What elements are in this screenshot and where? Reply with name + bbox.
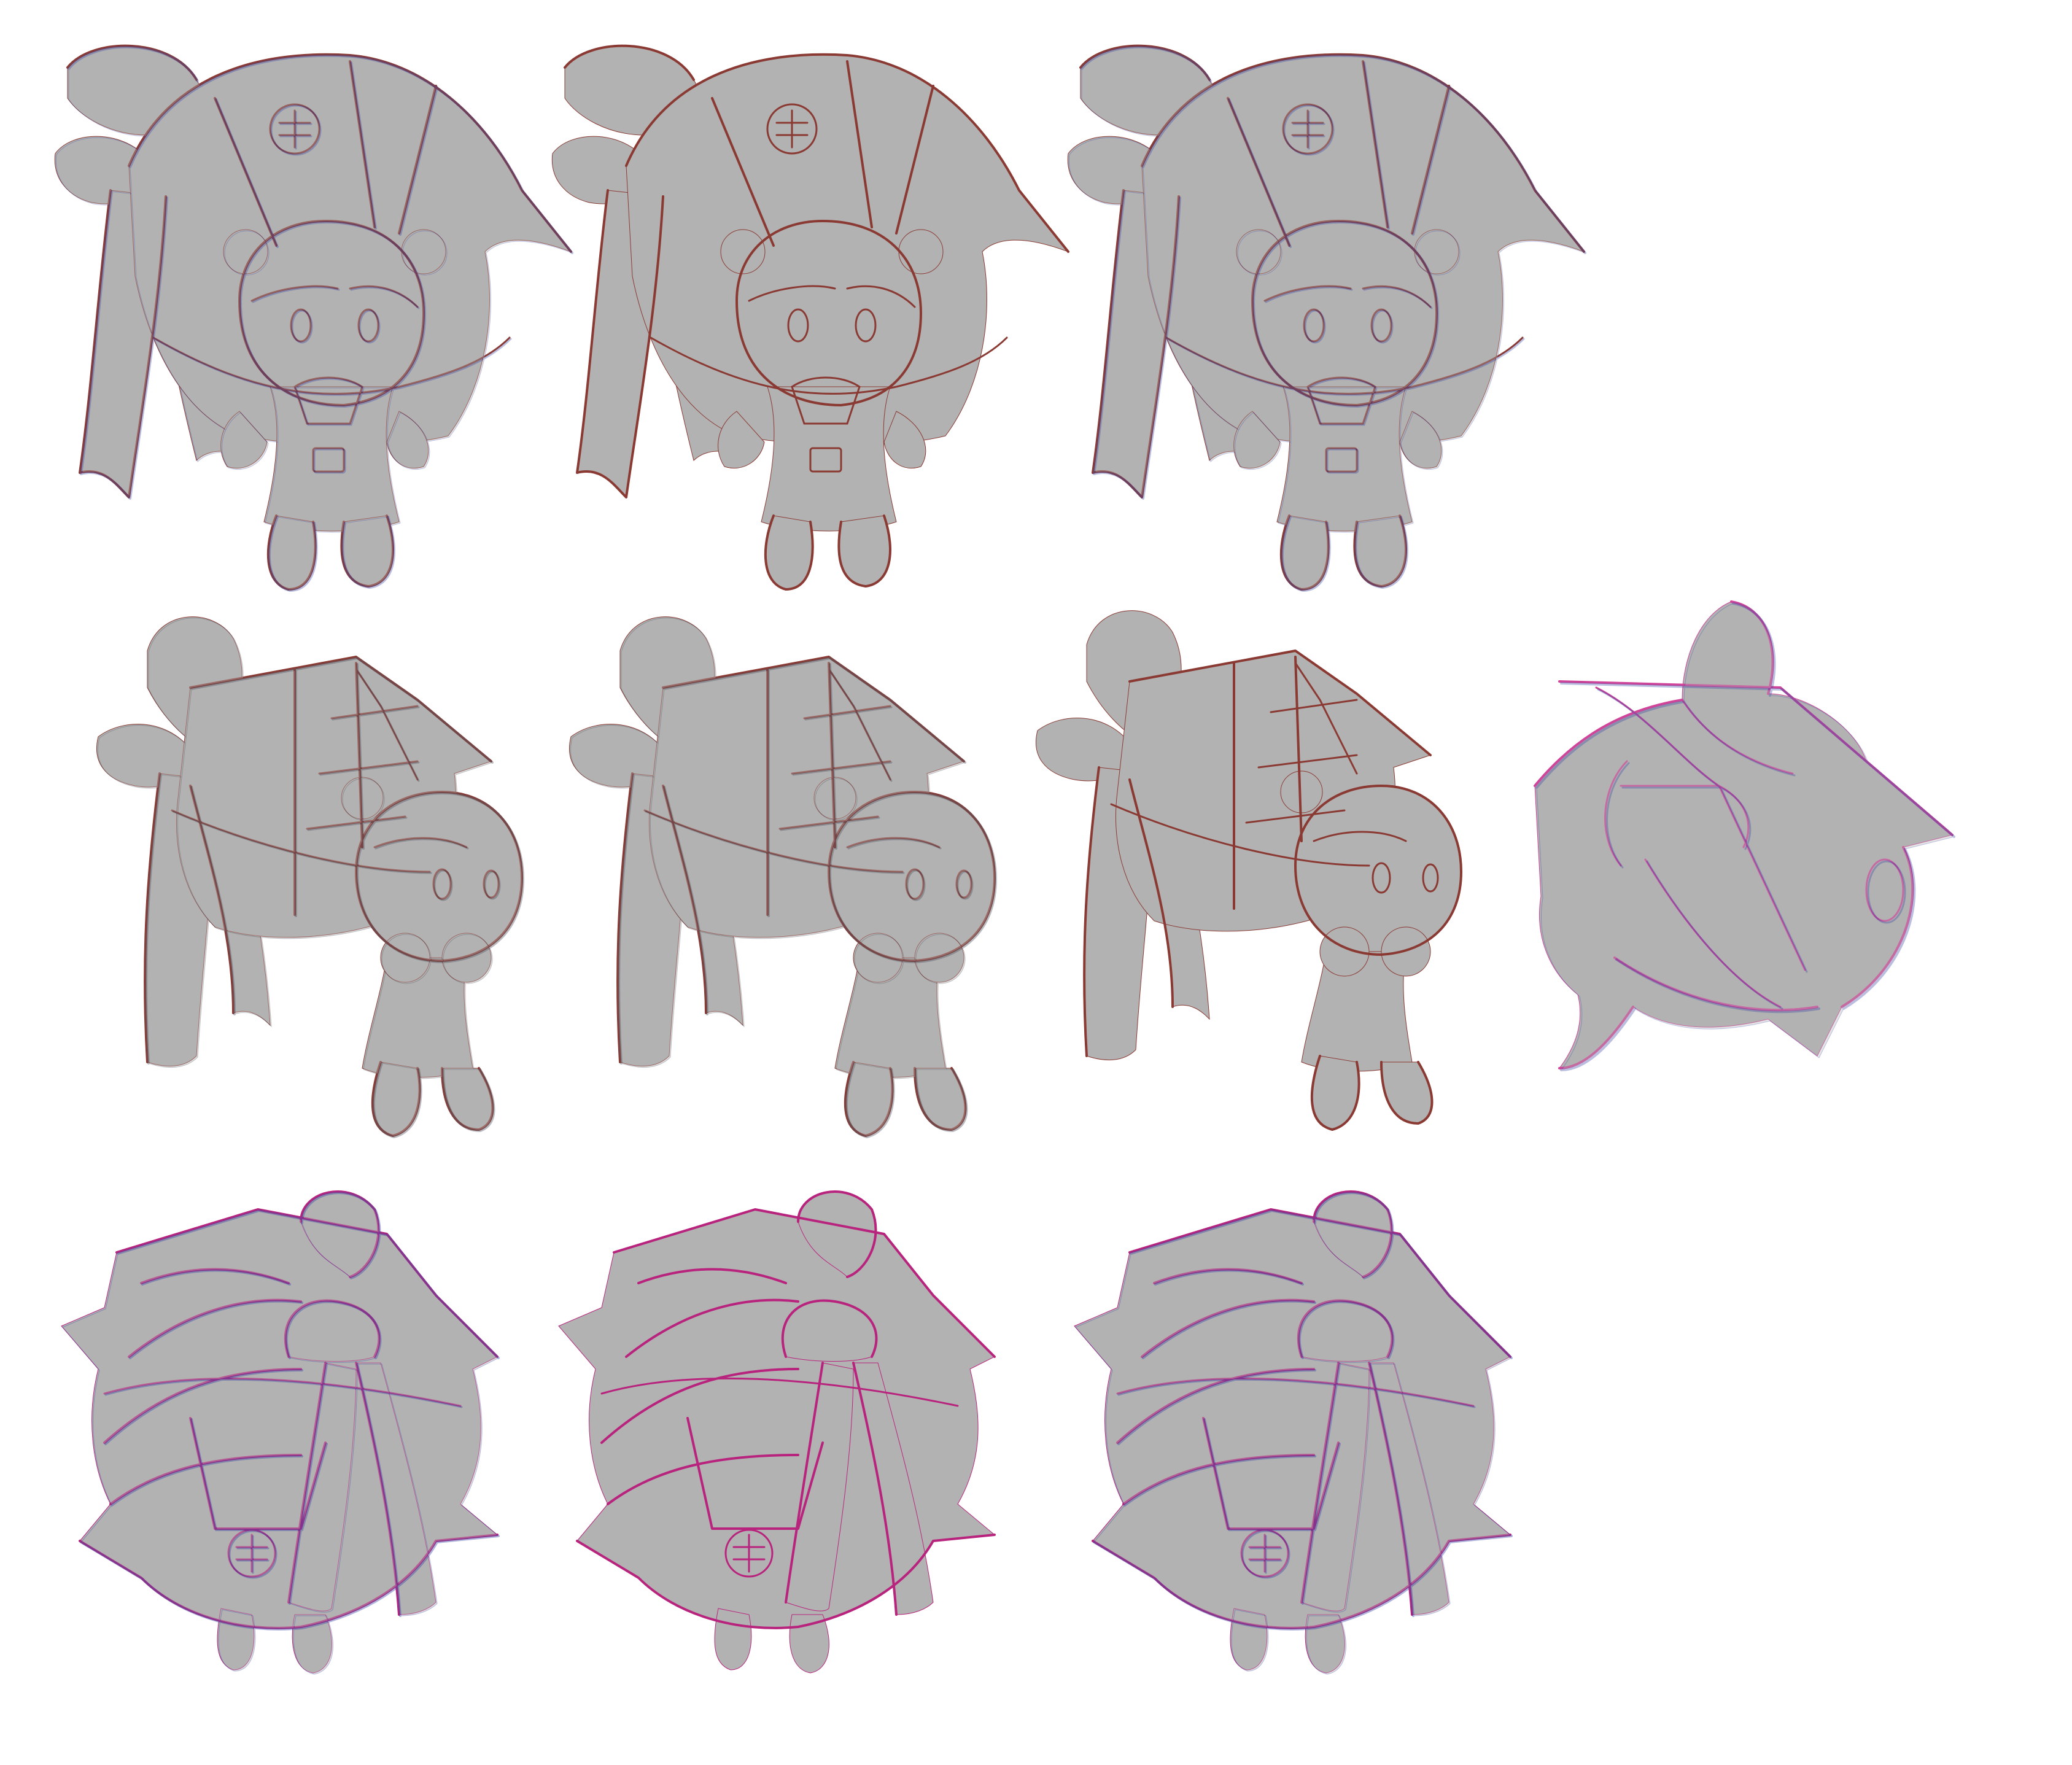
back-idle-frame-3 [1073,1190,1513,1675]
front-idle-frame-2 [551,44,1069,591]
back-idle-frame-1 [60,1190,500,1675]
side-walk-frame-1 [95,615,524,1138]
front-idle-frame-3 [1066,44,1586,592]
front-idle-frame-1 [53,44,573,592]
side-walk-frame-2 [568,615,997,1138]
side-walk-frame-3 [1034,609,1462,1131]
back-three-quarter-frame [1534,600,1955,1071]
back-idle-frame-2 [557,1190,996,1674]
